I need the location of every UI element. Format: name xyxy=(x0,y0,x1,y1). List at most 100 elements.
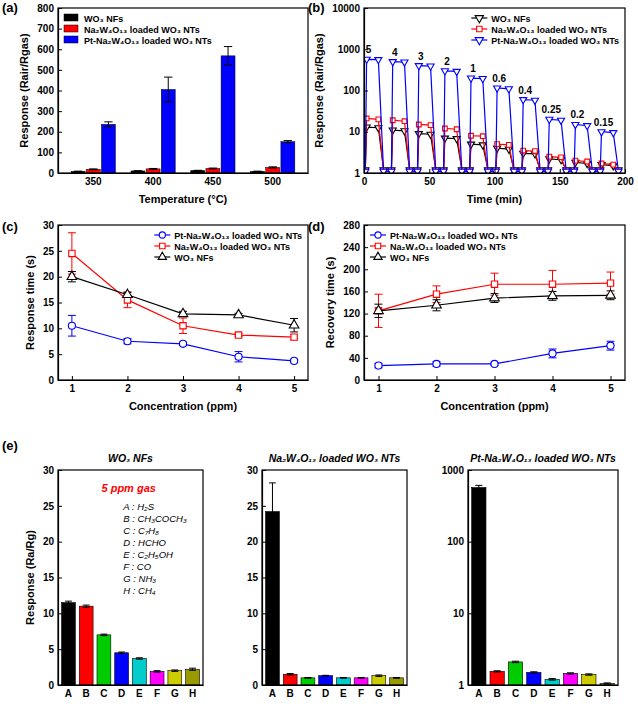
tick-label: B xyxy=(83,688,90,699)
error-bar-cap xyxy=(65,601,72,602)
error-bar xyxy=(475,485,482,489)
error-bar xyxy=(512,661,519,662)
pulse-label: 3 xyxy=(418,51,424,62)
pulse-label: 0.25 xyxy=(542,104,562,115)
error-bar xyxy=(494,671,501,672)
pulse-label: 0.15 xyxy=(594,117,614,128)
legend-item: Na₂W₄O₁₃ loaded WO₃ NTs xyxy=(154,242,290,252)
error-bar-cap xyxy=(494,670,501,671)
error-bar-cap xyxy=(224,46,232,47)
error-bar-cap xyxy=(104,126,112,127)
panel: ABCDEFGH1101001000Pt-Na₂W₄O₁₃ loaded WO₃… xyxy=(442,452,619,699)
point xyxy=(375,362,382,369)
bar xyxy=(266,167,280,173)
error-bar-cap xyxy=(149,169,157,170)
bar xyxy=(281,142,295,173)
legend: Pt-Na₂W₄O₁₃ loaded WO₃ NTsNa₂W₄O₁₃ loade… xyxy=(370,231,518,263)
legend-marker xyxy=(375,232,381,238)
legend: WO₃ NFsNa₂W₄O₁₃ loaded WO₃ NTsPt-Na₂W₄O₁… xyxy=(64,14,212,46)
point xyxy=(520,98,527,104)
error-bar xyxy=(68,233,76,274)
error-bar-stem xyxy=(108,122,109,127)
error-bar xyxy=(164,77,172,102)
tick-mark xyxy=(58,111,62,112)
panel: ABCDEFGH051015202530Na₂W₄O₁₃ loaded WO₃ … xyxy=(247,452,408,699)
legend-item: WO₃ NFs xyxy=(154,252,213,262)
error-bar-cap xyxy=(154,672,161,673)
tick: 5 xyxy=(252,644,266,655)
tick: 500 xyxy=(264,173,281,187)
axis-line xyxy=(59,173,309,174)
error-bar-cap xyxy=(74,171,82,172)
error-bar-cap xyxy=(290,331,298,332)
tick: 1 xyxy=(376,376,382,394)
plot-area xyxy=(374,270,616,369)
tick-label: 20 xyxy=(43,536,55,547)
tick: A xyxy=(65,685,72,699)
bar xyxy=(563,673,577,685)
point xyxy=(124,338,131,345)
tick-label: 300 xyxy=(37,106,54,117)
tick-mark xyxy=(58,277,62,278)
point xyxy=(607,342,614,349)
error-bar xyxy=(100,634,107,635)
tick-label: 50 xyxy=(424,176,436,187)
pulse-label: 5 xyxy=(366,44,372,55)
tick-label: 15 xyxy=(43,297,55,308)
tick-mark xyxy=(364,269,368,270)
tick: H xyxy=(604,685,611,699)
tick: 100 xyxy=(487,169,504,187)
tick-label: G xyxy=(171,688,179,699)
tick-mark xyxy=(262,506,266,507)
point xyxy=(479,76,486,82)
bar xyxy=(582,675,596,685)
series-line xyxy=(72,253,294,337)
point xyxy=(443,126,448,131)
tick: D xyxy=(118,685,125,699)
bar xyxy=(132,658,146,685)
tick-label: 5 xyxy=(48,644,54,655)
error-bar xyxy=(68,315,76,336)
bar xyxy=(150,671,164,685)
tick: 200 xyxy=(617,169,634,187)
tick-label: F xyxy=(358,688,364,699)
bar xyxy=(206,168,220,173)
tick: 3 xyxy=(181,376,187,394)
figure-container: 3504004505000100200300400500600700800Tem… xyxy=(0,0,638,720)
legend-swatch xyxy=(64,36,78,43)
point xyxy=(598,130,605,136)
error-bar xyxy=(269,483,276,540)
error-bar-stem xyxy=(272,483,273,540)
tick-label: 160 xyxy=(343,286,360,297)
tick: 1 xyxy=(458,680,472,691)
bar xyxy=(372,676,386,685)
tick-label: 1000 xyxy=(338,44,361,55)
x-axis: ABCDEFGH xyxy=(59,685,204,699)
bar xyxy=(221,56,235,173)
error-bar xyxy=(375,675,382,676)
axis-line xyxy=(469,685,619,686)
error-bar xyxy=(585,674,592,675)
tick: 5 xyxy=(608,376,614,394)
axis-line xyxy=(365,380,626,381)
error-bar xyxy=(149,168,157,170)
tick: 0 xyxy=(354,375,368,386)
error-bar-cap xyxy=(189,670,196,671)
tick-mark xyxy=(183,376,184,380)
tick-label: 10 xyxy=(247,608,259,619)
tick-label: 100 xyxy=(37,147,54,158)
plot-frame xyxy=(58,470,203,685)
error-bar-cap xyxy=(530,671,537,672)
plot-frame xyxy=(262,470,407,685)
tick-mark xyxy=(58,225,62,226)
error-bar xyxy=(74,171,82,172)
tick: 0 xyxy=(48,680,62,691)
legend-label: Pt-Na₂W₄O₁₃ loaded WO₃ NTs xyxy=(174,231,302,241)
tick-label: C xyxy=(512,688,519,699)
tick: 10 xyxy=(247,608,266,619)
error-bar xyxy=(393,677,400,679)
tick-label: 0 xyxy=(362,176,368,187)
tick-label: 10000 xyxy=(332,3,360,14)
tick-mark xyxy=(239,376,240,380)
tick-label: 15 xyxy=(43,572,55,583)
